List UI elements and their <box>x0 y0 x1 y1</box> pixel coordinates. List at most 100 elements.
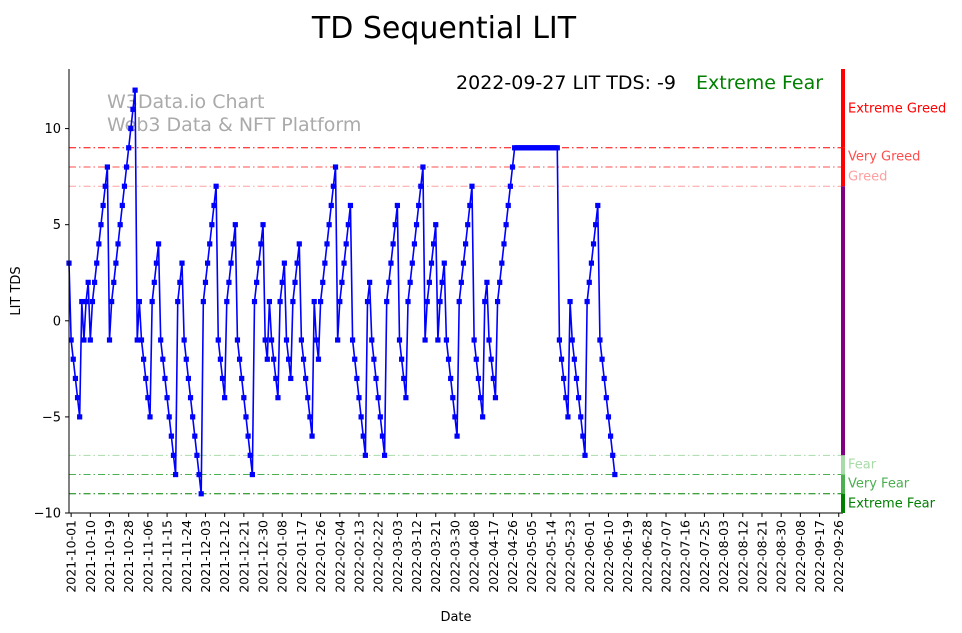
data-point <box>128 125 134 132</box>
data-point <box>463 241 469 247</box>
data-point <box>320 279 326 285</box>
data-point <box>164 395 170 401</box>
x-tick-label: 2022-04-08 <box>467 520 482 593</box>
data-point <box>501 241 507 247</box>
data-point <box>576 395 582 401</box>
data-point <box>217 356 223 362</box>
data-point <box>586 279 592 285</box>
data-point <box>347 202 354 209</box>
data-point <box>91 279 98 285</box>
data-point <box>373 375 379 382</box>
data-point <box>384 298 390 305</box>
data-point <box>601 375 607 382</box>
x-tick-label: 2022-02-22 <box>371 520 386 593</box>
data-point <box>207 241 213 247</box>
data-point <box>170 452 177 458</box>
data-point <box>486 337 492 343</box>
data-point <box>337 298 343 305</box>
x-tick-label: 2022-07-25 <box>697 520 712 593</box>
data-point <box>268 337 275 343</box>
data-point <box>364 298 371 305</box>
data-point <box>200 298 206 305</box>
x-tick-label: 2022-09-26 <box>831 520 846 593</box>
data-point <box>503 222 509 228</box>
data-point <box>593 222 599 228</box>
data-point <box>354 375 360 382</box>
data-point <box>332 164 339 170</box>
threshold-label: Extreme Greed <box>848 102 946 117</box>
data-point <box>450 395 456 401</box>
data-point <box>74 395 81 401</box>
data-point <box>160 356 166 362</box>
y-axis-label: LIT TDS <box>9 266 24 315</box>
data-point <box>554 145 560 151</box>
x-tick-label: 2022-04-26 <box>505 520 520 593</box>
data-point <box>290 298 296 305</box>
side-bar-segment <box>841 493 845 513</box>
data-point <box>330 183 336 189</box>
data-point <box>138 337 145 343</box>
data-point <box>115 241 121 247</box>
data-point <box>367 279 373 285</box>
threshold-label: Greed <box>848 170 887 185</box>
data-point <box>433 222 439 228</box>
data-point <box>292 279 298 285</box>
data-point <box>381 452 388 458</box>
data-point <box>228 260 234 266</box>
data-point <box>377 414 383 420</box>
data-point <box>588 260 594 266</box>
data-point <box>448 375 454 382</box>
x-tick-label: 2021-12-30 <box>256 520 271 593</box>
data-point <box>475 375 481 382</box>
data-point <box>113 260 119 266</box>
data-point <box>326 222 332 228</box>
data-point <box>213 183 219 189</box>
x-tick-label: 2022-05-05 <box>524 520 539 593</box>
watermark-line-2: Web3 Data & NFT Platform <box>107 114 361 136</box>
data-point <box>288 375 294 382</box>
data-point <box>341 260 347 266</box>
data-point <box>219 375 226 382</box>
data-point <box>335 337 341 343</box>
data-point <box>236 356 243 362</box>
data-point <box>123 164 130 170</box>
data-point <box>143 375 149 382</box>
data-point <box>360 433 366 439</box>
chart-title: TD Sequential LIT <box>311 11 577 46</box>
data-point <box>149 298 155 305</box>
data-point <box>428 260 435 266</box>
data-point <box>83 298 89 305</box>
data-point <box>607 433 614 439</box>
data-point <box>565 414 571 420</box>
data-point <box>612 471 618 478</box>
data-point <box>567 298 573 305</box>
data-point <box>305 395 311 401</box>
data-point <box>497 279 503 285</box>
x-tick-label: 2022-08-21 <box>754 520 769 593</box>
data-point <box>205 260 211 266</box>
x-tick-label: 2021-11-15 <box>160 520 175 593</box>
data-point <box>85 279 91 285</box>
data-point <box>561 375 567 382</box>
data-point <box>571 356 577 362</box>
data-point <box>254 279 260 285</box>
x-tick-label: 2021-10-01 <box>64 520 79 593</box>
data-point <box>358 414 364 420</box>
data-point <box>72 375 78 382</box>
data-point <box>477 395 484 401</box>
data-point <box>98 222 104 228</box>
data-point <box>369 337 375 343</box>
data-point <box>256 260 262 266</box>
data-point <box>117 222 123 228</box>
data-point <box>194 452 200 458</box>
data-point <box>303 375 309 382</box>
data-point <box>499 260 505 266</box>
data-point <box>458 279 464 285</box>
x-tick-label: 2022-06-19 <box>620 520 635 593</box>
data-point <box>102 183 108 189</box>
data-point <box>300 356 307 362</box>
data-point <box>345 222 351 228</box>
data-point <box>187 395 194 401</box>
y-tick-label: −10 <box>34 507 61 522</box>
